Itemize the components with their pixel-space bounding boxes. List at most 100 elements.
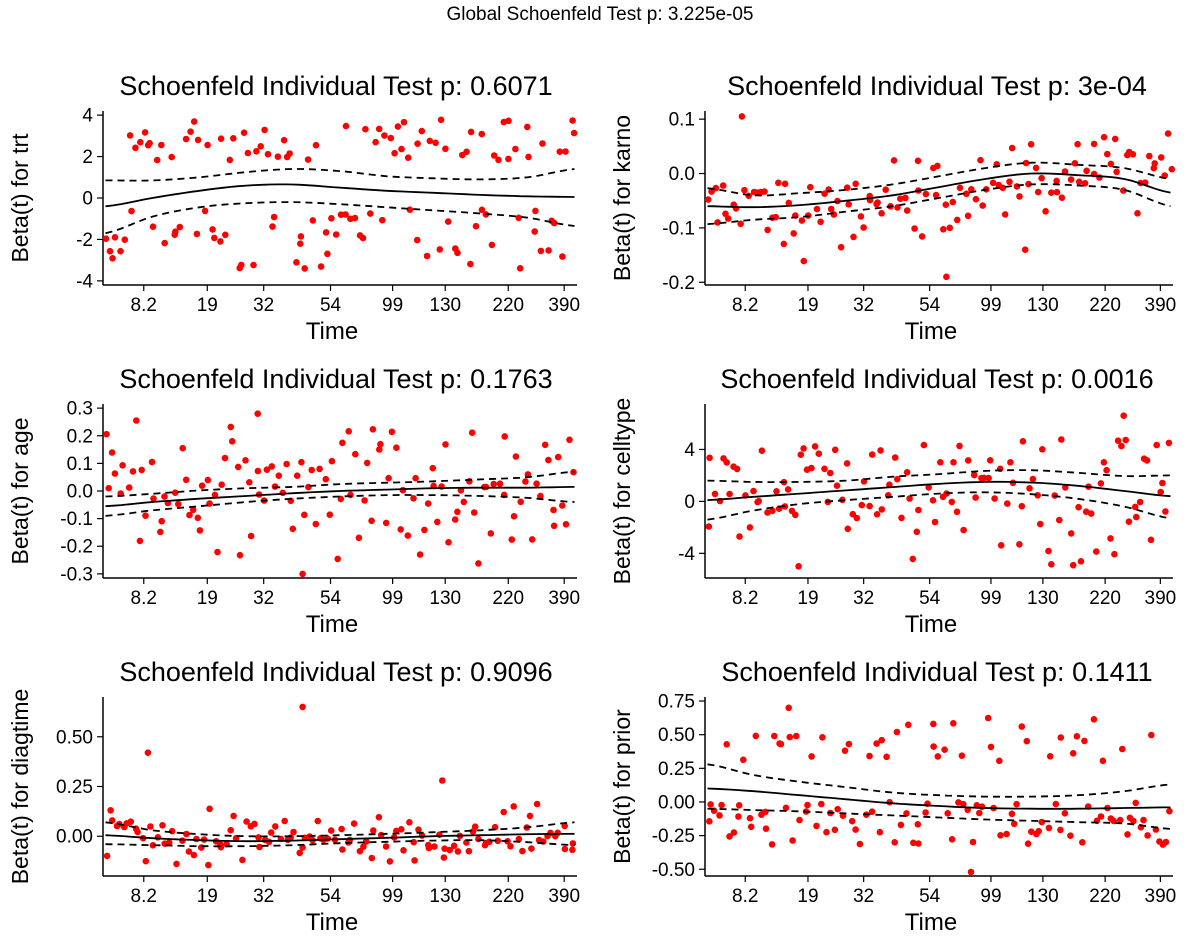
residual-point <box>1157 154 1165 161</box>
residual-point <box>411 857 418 864</box>
residual-point <box>1168 165 1176 173</box>
x-tick-label: 390 <box>548 295 580 316</box>
upper-confidence-band <box>707 469 1171 483</box>
residual-point <box>798 217 806 224</box>
residual-point <box>1025 180 1032 188</box>
y-tick-label: 0.00 <box>658 792 695 813</box>
y-tick-label: -0.2 <box>60 537 93 558</box>
x-tick-label: 99 <box>980 886 1001 907</box>
residual-point <box>198 844 205 851</box>
residual-point <box>823 828 830 836</box>
residual-point <box>138 466 145 474</box>
residual-point <box>1093 548 1100 555</box>
residual-point <box>1013 800 1020 808</box>
x-tick-label: 130 <box>429 886 461 907</box>
residual-point <box>429 464 437 472</box>
residual-point <box>436 246 444 253</box>
residual-point <box>342 122 350 130</box>
residual-point <box>1032 164 1040 172</box>
residual-point <box>545 456 552 464</box>
residual-point <box>726 833 733 840</box>
residual-point <box>227 826 234 834</box>
residual-point <box>301 265 309 272</box>
residual-point <box>103 430 110 438</box>
residual-point <box>537 492 544 500</box>
x-tick-label: 54 <box>320 588 342 609</box>
residual-point <box>406 819 413 826</box>
residual-point <box>746 524 754 531</box>
residual-point <box>733 465 741 473</box>
residual-point <box>1081 737 1088 745</box>
residual-point <box>1119 745 1126 753</box>
residual-point <box>915 506 922 514</box>
residual-point <box>339 439 346 447</box>
residual-point <box>570 129 578 137</box>
x-tick-label: 220 <box>1089 886 1121 907</box>
residual-point <box>361 497 368 504</box>
x-tick-label: 32 <box>853 295 874 316</box>
residual-point <box>1042 208 1049 215</box>
residual-point <box>154 834 162 841</box>
y-tick-label: 0.1 <box>67 454 93 475</box>
residual-point <box>758 447 766 455</box>
residual-point <box>316 465 323 473</box>
residual-point <box>550 506 557 514</box>
residual-point <box>831 446 839 454</box>
residual-point <box>940 226 947 233</box>
residual-point <box>375 813 383 821</box>
residual-point <box>363 459 371 467</box>
residual-point <box>878 210 885 217</box>
residual-point <box>528 845 535 852</box>
residual-point <box>243 818 250 825</box>
residual-point <box>866 502 873 510</box>
residual-point <box>386 858 394 865</box>
residual-point <box>845 201 852 208</box>
residual-point <box>789 837 796 844</box>
residual-point <box>454 508 461 516</box>
residual-point <box>137 138 144 146</box>
residual-point <box>487 530 495 537</box>
residual-point <box>1144 832 1151 839</box>
residual-point <box>771 732 778 740</box>
residual-point <box>218 481 225 489</box>
residual-point <box>370 827 377 834</box>
panel-4: Schoenfeld Individual Test p: 0.0016 -4 0 4… <box>609 364 1176 638</box>
residual-point <box>410 495 417 502</box>
residual-point <box>141 129 149 136</box>
residual-point <box>339 846 346 853</box>
residual-point <box>308 466 316 474</box>
residual-point <box>978 803 986 810</box>
x-tick-label: 19 <box>197 295 218 316</box>
residual-point <box>949 198 957 206</box>
residual-point <box>537 247 545 255</box>
residual-point <box>147 823 154 830</box>
residual-point <box>878 736 885 744</box>
residual-point <box>562 148 569 155</box>
residual-point <box>283 460 290 468</box>
residual-point <box>1133 513 1140 521</box>
x-tick-label: 99 <box>382 588 403 609</box>
residual-point <box>206 500 213 507</box>
residual-point <box>1083 167 1090 175</box>
residual-point <box>724 215 732 222</box>
residual-point <box>902 194 909 202</box>
residual-point <box>404 154 412 161</box>
residual-point <box>1134 210 1141 217</box>
residual-point <box>351 214 359 222</box>
x-tick-label: 220 <box>492 588 524 609</box>
y-tick-label: 0.0 <box>669 164 695 185</box>
residual-point <box>996 757 1003 765</box>
residual-point <box>964 457 972 464</box>
residual-point <box>322 475 330 483</box>
residual-point <box>268 463 276 470</box>
residual-point <box>441 845 448 852</box>
y-axis-label: Beta(t) for age <box>7 417 33 564</box>
residual-point <box>857 213 865 220</box>
residual-point <box>1067 530 1075 537</box>
residual-point <box>777 740 785 748</box>
residual-point <box>843 460 851 467</box>
residual-point <box>882 186 889 193</box>
x-tick-label: 130 <box>1027 588 1059 609</box>
residual-point <box>372 138 379 146</box>
residual-point <box>984 714 992 722</box>
